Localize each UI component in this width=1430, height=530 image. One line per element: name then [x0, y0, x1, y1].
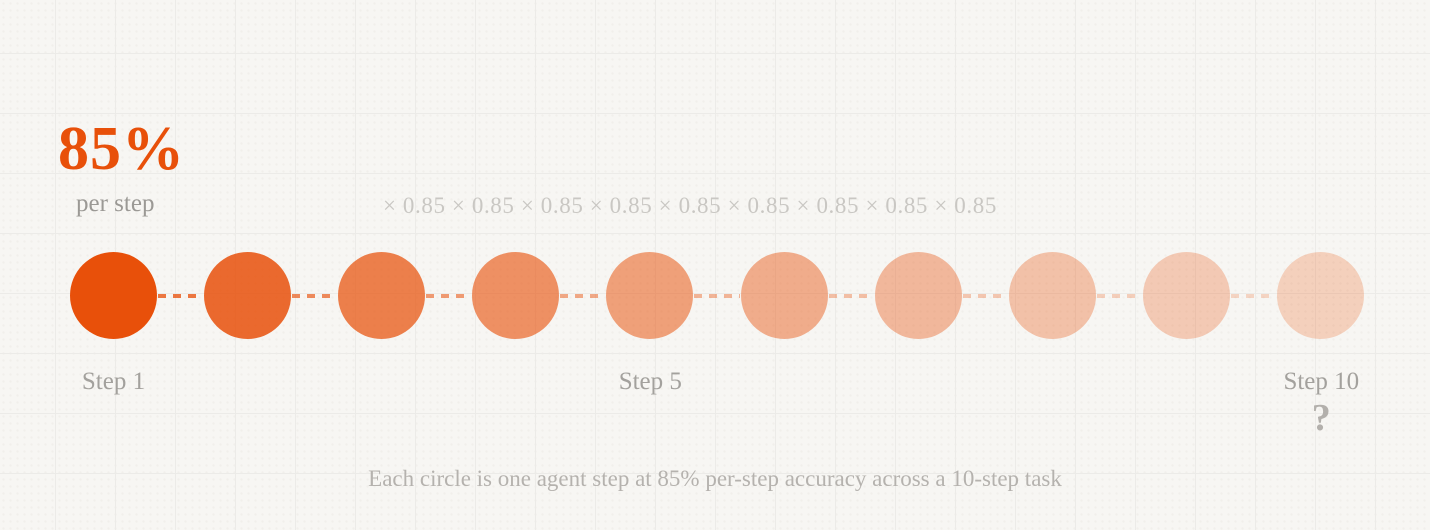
per-step-rate-label: per step	[76, 190, 155, 217]
step-circle-1	[70, 252, 157, 339]
per-step-rate-value: 85%	[58, 115, 185, 183]
question-mark: ?	[1311, 397, 1331, 439]
step-circle-6	[740, 252, 828, 339]
step-circle-7	[874, 252, 962, 339]
step-circle-2	[204, 252, 292, 339]
step-circle-4	[472, 252, 560, 339]
step-connector	[694, 293, 740, 298]
step-connector	[560, 293, 606, 298]
step-circle-row	[70, 252, 1364, 339]
step-connector	[292, 293, 338, 298]
step-circle-8	[1008, 252, 1096, 339]
step-label-5: Step 5	[618, 368, 682, 395]
step-circle-9	[1142, 252, 1230, 339]
step-connector	[158, 293, 204, 298]
step-connector	[426, 293, 472, 298]
step-connector	[828, 293, 874, 298]
step-label-10: Step 10	[1283, 368, 1360, 395]
step-connector	[1096, 293, 1142, 298]
step-connector	[962, 293, 1008, 298]
step-circle-10	[1276, 252, 1364, 339]
multiplication-chain: × 0.85 × 0.85 × 0.85 × 0.85 × 0.85 × 0.8…	[383, 193, 997, 218]
step-circle-3	[338, 252, 426, 339]
step-label-1: Step 1	[81, 368, 146, 395]
step-circle-5	[606, 252, 694, 339]
caption: Each circle is one agent step at 85% per…	[368, 466, 1062, 491]
step-connector	[1230, 293, 1276, 298]
